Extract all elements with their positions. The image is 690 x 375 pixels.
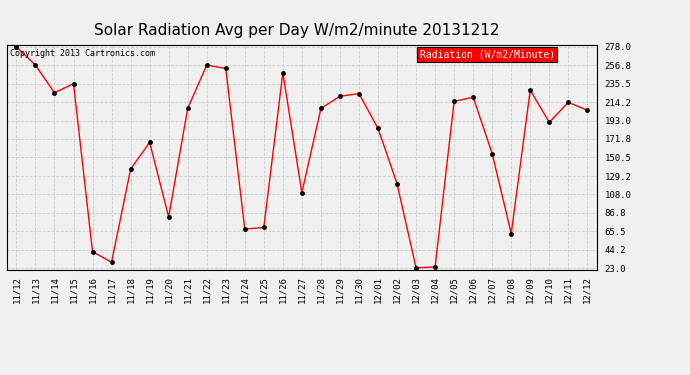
Text: Solar Radiation Avg per Day W/m2/minute 20131212: Solar Radiation Avg per Day W/m2/minute … <box>94 22 500 38</box>
Text: Radiation (W/m2/Minute): Radiation (W/m2/Minute) <box>420 50 555 60</box>
Text: Copyright 2013 Cartronics.com: Copyright 2013 Cartronics.com <box>10 50 155 58</box>
